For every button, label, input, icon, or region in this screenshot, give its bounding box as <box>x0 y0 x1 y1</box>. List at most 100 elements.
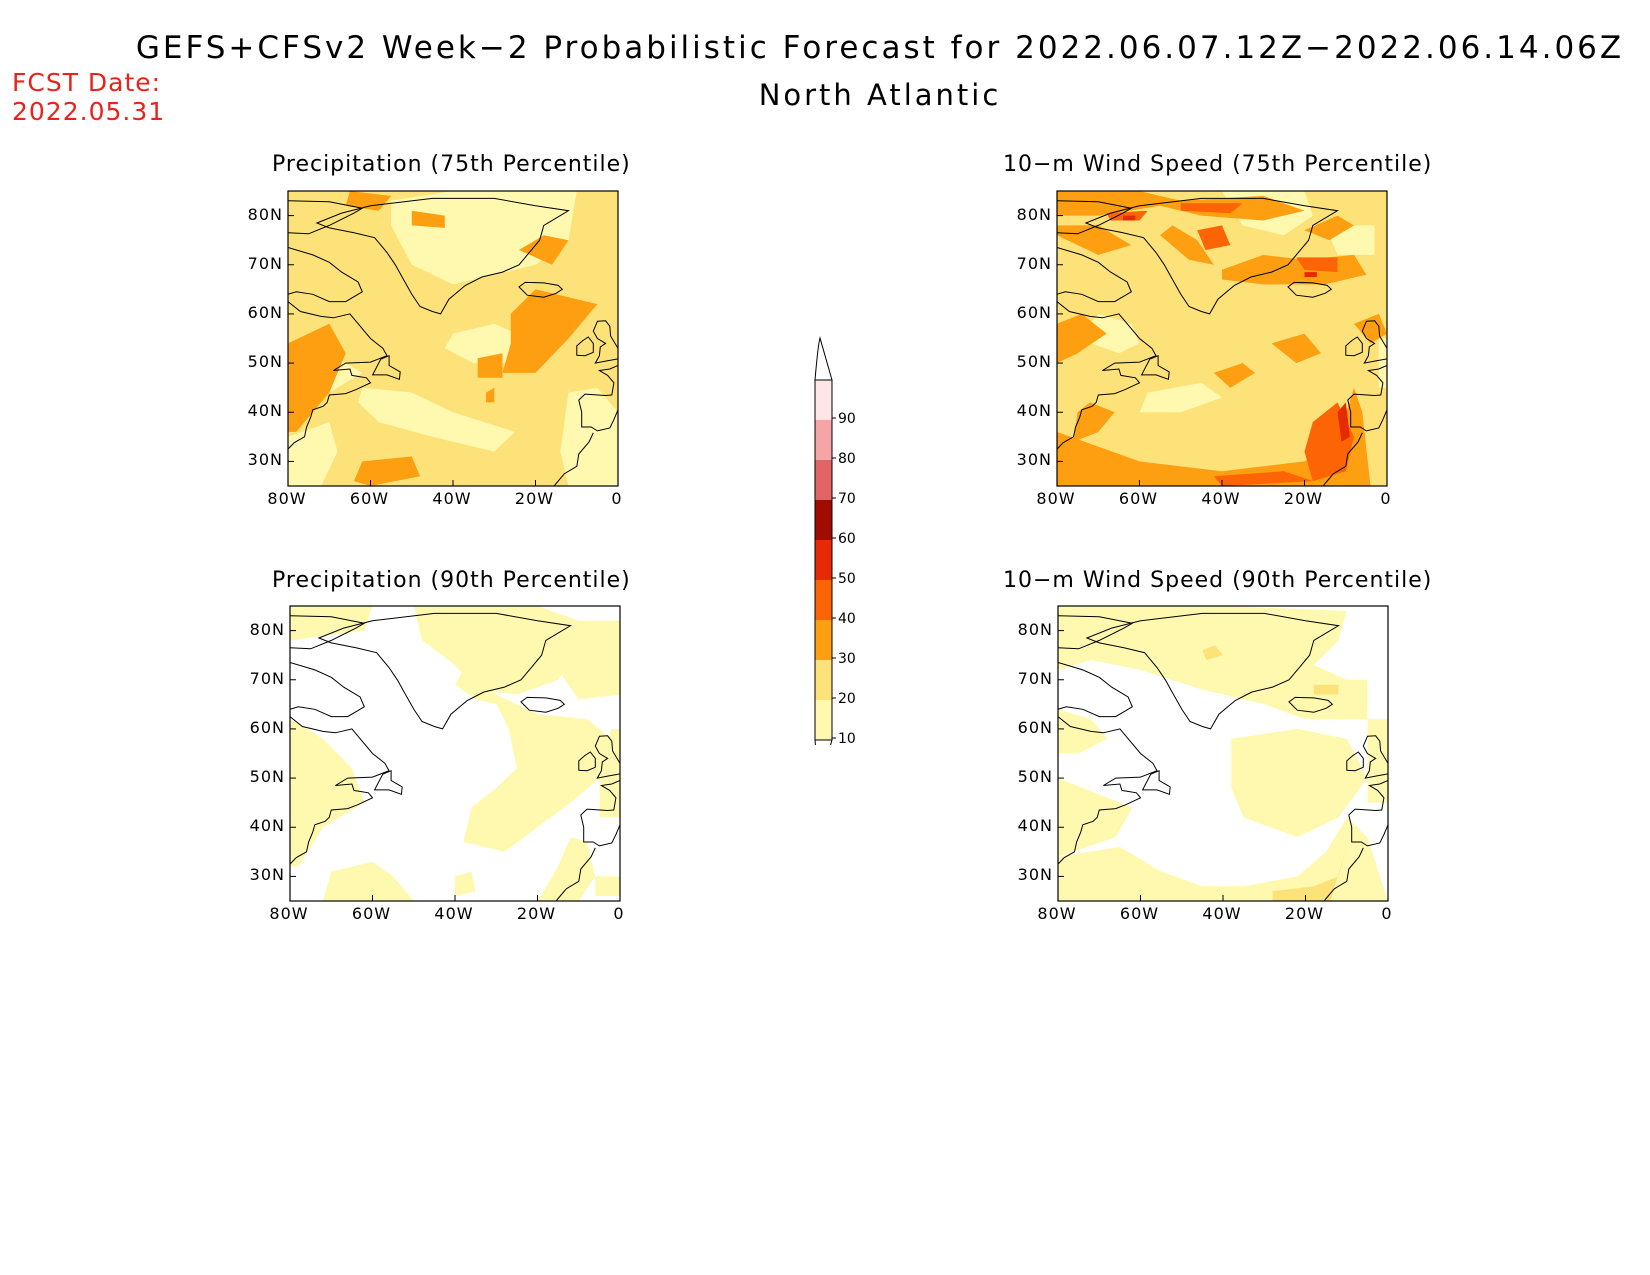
map-canvas <box>287 190 619 487</box>
colorbar-swatch <box>815 580 832 620</box>
map-canvas <box>1056 190 1388 487</box>
probability-region <box>1106 210 1148 221</box>
lon-label: 80W <box>269 904 309 923</box>
probability-region <box>560 387 618 486</box>
probability-region <box>290 719 365 867</box>
panel-title-wind-90: 10−m Wind Speed (90th Percentile) <box>1003 568 1433 593</box>
forecast-date-value: 2022.05.31 <box>12 97 166 126</box>
colorbar-swatch <box>815 420 832 460</box>
region-subtitle: North Atlantic <box>758 78 1002 112</box>
lon-label: 0 <box>1381 904 1393 923</box>
probability-region <box>1296 257 1338 273</box>
probability-region <box>1272 846 1347 901</box>
probability-region <box>1304 215 1354 241</box>
lat-label: 40N <box>1016 401 1052 421</box>
probability-region <box>290 606 373 641</box>
coastline-greenland <box>315 197 570 315</box>
lat-label: 50N <box>249 767 285 787</box>
probability-region <box>502 289 598 373</box>
coastline-ireland <box>578 751 596 772</box>
lon-label: 0 <box>611 489 623 508</box>
coastline-iceland <box>518 281 564 298</box>
forecast-field <box>1057 191 1387 486</box>
coastline-ellesmere <box>1058 615 1134 650</box>
lat-label: 70N <box>247 253 283 273</box>
map-precip-75 <box>287 190 619 487</box>
coastline-iberia <box>580 780 620 847</box>
colorbar-swatch <box>815 500 832 540</box>
forecast-field <box>288 191 618 486</box>
coastline-britain <box>592 320 618 364</box>
lon-label: 20W <box>1283 489 1324 508</box>
probability-region <box>537 620 620 700</box>
lon-label: 80W <box>267 489 307 508</box>
coastline-newfoundland <box>1141 769 1171 795</box>
coastline-iberia <box>578 365 618 432</box>
probability-region <box>537 837 596 901</box>
probability-region <box>1123 215 1136 221</box>
probability-region <box>1197 225 1231 250</box>
probability-region <box>455 871 476 897</box>
colorbar-svg: 10 20 30 40 50 60 70 80 90 <box>814 336 856 745</box>
lat-label: 40N <box>247 401 283 421</box>
coastline-ireland <box>1346 751 1364 772</box>
coastline-baffin <box>290 662 365 718</box>
lat-label: 50N <box>1017 767 1053 787</box>
probability-region <box>288 323 346 432</box>
probability-region <box>486 387 495 403</box>
probability-region <box>1058 778 1133 857</box>
coastline-iceland <box>1288 696 1334 713</box>
map-canvas <box>1057 605 1389 902</box>
coastline-greenland <box>317 612 572 730</box>
probability-region <box>345 191 392 211</box>
forecast-date: FCST Date: 2022.05.31 <box>12 68 165 126</box>
coastline-greenland <box>1085 612 1340 730</box>
coastline-britain <box>1362 735 1388 779</box>
coastline-baffin <box>288 247 363 303</box>
lat-label: 70N <box>1016 253 1052 273</box>
forecast-field <box>290 606 620 901</box>
probability-region <box>288 422 338 486</box>
lat-label: 30N <box>1017 865 1053 885</box>
lon-label: 60W <box>1119 904 1160 923</box>
probability-region <box>444 323 528 364</box>
coastline-baffin <box>1058 662 1133 718</box>
probability-region <box>354 456 420 486</box>
coastline-labrador <box>1057 301 1157 450</box>
lat-label: 30N <box>249 865 285 885</box>
coastline-labrador <box>1058 716 1158 865</box>
probability-region <box>477 353 503 378</box>
lon-label: 0 <box>613 904 625 923</box>
probability-region <box>1202 645 1223 661</box>
colorbar-label: 40 <box>838 611 856 627</box>
coastline-baffin <box>1057 247 1132 303</box>
coastline-ireland <box>576 336 594 357</box>
colorbar-label: 20 <box>838 691 856 707</box>
lat-label: 70N <box>1017 668 1053 688</box>
lat-label: 70N <box>249 668 285 688</box>
lon-label: 20W <box>516 904 557 923</box>
lat-label: 80N <box>1017 619 1053 639</box>
probability-region <box>1160 225 1214 265</box>
coastline-africa <box>1323 847 1364 901</box>
probability-region <box>1271 333 1321 364</box>
panel-title-precip-75: Precipitation (75th Percentile) <box>272 152 631 177</box>
colorbar-swatch <box>815 660 832 700</box>
colorbar-swatch <box>815 540 832 580</box>
probability-region <box>1073 402 1115 442</box>
probability-region <box>413 606 579 695</box>
colorbar-swatch <box>815 700 832 740</box>
lat-label: 60N <box>247 302 283 322</box>
probability-region <box>1139 382 1222 413</box>
colorbar-label: 50 <box>838 571 856 587</box>
colorbar-frame <box>814 379 833 741</box>
colorbar-label: 30 <box>838 651 856 667</box>
panel-title-wind-75: 10−m Wind Speed (75th Percentile) <box>1003 152 1433 177</box>
coastline-labrador <box>288 301 388 450</box>
probability-region <box>455 669 612 852</box>
probability-region <box>595 876 620 897</box>
lat-label: 60N <box>249 717 285 737</box>
lon-label: 60W <box>351 904 392 923</box>
coastline-britain <box>1361 320 1387 364</box>
colorbar-label: 90 <box>838 411 856 427</box>
